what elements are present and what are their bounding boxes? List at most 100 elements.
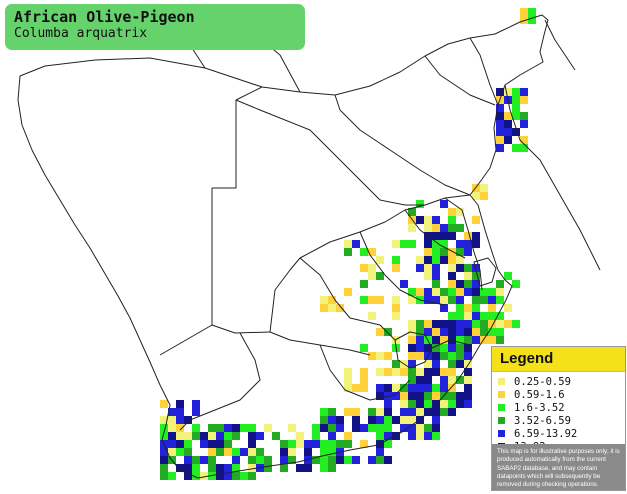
grid-cell	[456, 208, 464, 216]
grid-cell	[488, 336, 496, 344]
grid-cell	[168, 448, 176, 456]
grid-cell	[424, 392, 432, 400]
grid-cell	[288, 440, 296, 448]
grid-cell	[328, 464, 336, 472]
grid-cell	[472, 320, 480, 328]
grid-cell	[248, 456, 256, 464]
grid-cell	[248, 432, 256, 440]
country-borders	[17, 14, 601, 479]
grid-cell	[360, 424, 368, 432]
grid-cell	[480, 320, 488, 328]
species-scientific-name: Columba arquatrix	[14, 26, 148, 41]
grid-cell	[408, 208, 416, 216]
grid-cell	[456, 320, 464, 328]
grid-cell	[416, 352, 424, 360]
grid-cell	[384, 456, 392, 464]
grid-cell	[160, 464, 168, 472]
grid-cell	[432, 224, 440, 232]
grid-cell	[200, 440, 208, 448]
grid-cell	[456, 392, 464, 400]
grid-cell	[304, 440, 312, 448]
grid-cell	[512, 104, 520, 112]
grid-cell	[248, 424, 256, 432]
grid-cell	[408, 320, 416, 328]
grid-cell	[408, 416, 416, 424]
grid-cell	[504, 112, 512, 120]
legend-swatch	[498, 430, 505, 437]
grid-cell	[168, 432, 176, 440]
grid-cell	[200, 456, 208, 464]
grid-cell	[448, 360, 456, 368]
grid-cell	[472, 296, 480, 304]
grid-cell	[448, 296, 456, 304]
grid-cell	[464, 400, 472, 408]
grid-cell	[376, 272, 384, 280]
grid-cell	[216, 424, 224, 432]
grid-cell	[496, 312, 504, 320]
grid-cell	[256, 456, 264, 464]
grid-cell	[472, 280, 480, 288]
grid-cell	[448, 384, 456, 392]
grid-cell	[176, 464, 184, 472]
grid-cell	[384, 368, 392, 376]
grid-cell	[352, 384, 360, 392]
grid-cell	[288, 424, 296, 432]
grid-cell	[384, 384, 392, 392]
grid-cell	[216, 464, 224, 472]
grid-cell	[432, 416, 440, 424]
grid-cell	[496, 296, 504, 304]
grid-cell	[512, 144, 520, 152]
grid-cell	[192, 400, 200, 408]
grid-cell	[320, 456, 328, 464]
grid-cell	[496, 104, 504, 112]
grid-cell	[448, 208, 456, 216]
grid-cell	[184, 432, 192, 440]
grid-cell	[440, 296, 448, 304]
legend-item: 6.59-13.92	[498, 427, 625, 440]
grid-cell	[408, 344, 416, 352]
grid-cell	[384, 352, 392, 360]
grid-cell	[400, 280, 408, 288]
grid-cell	[320, 296, 328, 304]
grid-cell	[160, 416, 168, 424]
grid-cell	[192, 424, 200, 432]
grid-cell	[432, 232, 440, 240]
legend-title: Legend	[500, 350, 554, 367]
grid-cell	[448, 392, 456, 400]
grid-cell	[448, 320, 456, 328]
legend-label: 0.59-1.6	[514, 388, 565, 401]
grid-cell	[432, 240, 440, 248]
grid-cell	[248, 464, 256, 472]
grid-cell	[480, 288, 488, 296]
grid-cell	[480, 296, 488, 304]
grid-cell	[472, 288, 480, 296]
grid-cell	[472, 304, 480, 312]
grid-cell	[328, 424, 336, 432]
grid-cell	[368, 272, 376, 280]
grid-cell	[448, 216, 456, 224]
grid-cell	[464, 376, 472, 384]
grid-cell	[440, 344, 448, 352]
grid-cell	[432, 432, 440, 440]
grid-cell	[328, 304, 336, 312]
grid-cell	[408, 224, 416, 232]
grid-cell	[416, 200, 424, 208]
grid-cell	[448, 344, 456, 352]
grid-cell	[440, 328, 448, 336]
grid-cell	[424, 216, 432, 224]
grid-cell	[416, 376, 424, 384]
grid-cell	[448, 352, 456, 360]
grid-cell	[344, 432, 352, 440]
grid-cell	[392, 368, 400, 376]
grid-cell	[432, 216, 440, 224]
grid-cell	[488, 328, 496, 336]
legend-header: Legend	[492, 347, 625, 372]
grid-cell	[488, 304, 496, 312]
grid-cell	[464, 240, 472, 248]
grid-cell	[248, 440, 256, 448]
grid-cell	[408, 336, 416, 344]
grid-cell	[368, 424, 376, 432]
grid-cell	[440, 248, 448, 256]
grid-cell	[232, 472, 240, 480]
grid-cell	[168, 416, 176, 424]
